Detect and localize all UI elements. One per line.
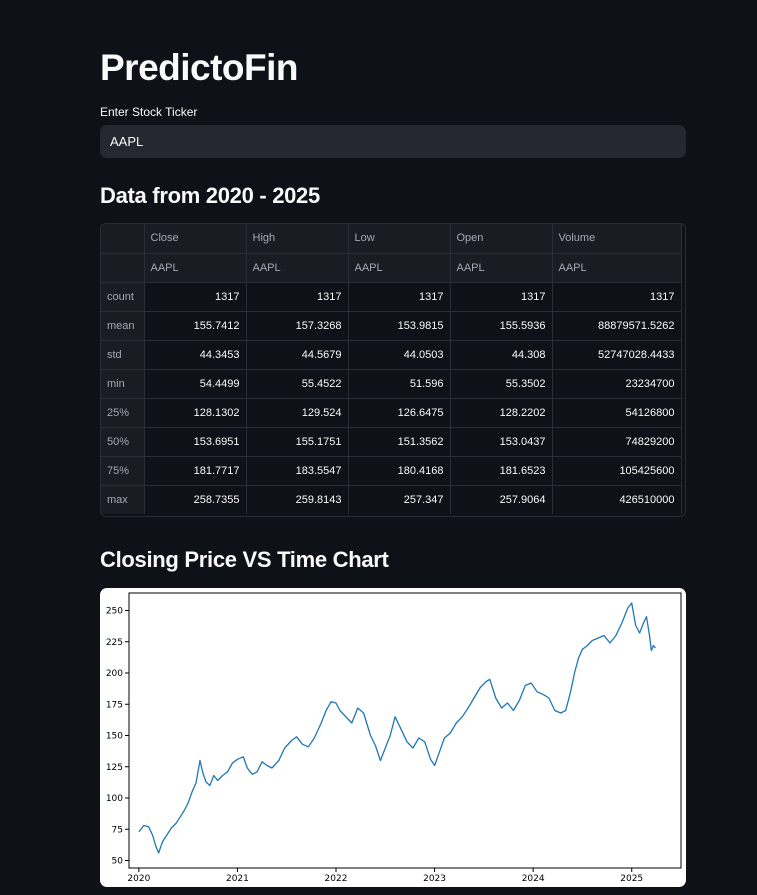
table-cell[interactable]: 54.4499 xyxy=(144,369,247,399)
table-cell[interactable]: 153.6951 xyxy=(144,427,247,457)
table-row: count 1317 1317 1317 1317 1317 xyxy=(101,282,682,312)
table-cell[interactable]: 181.6523 xyxy=(450,456,553,486)
row-index-label: max xyxy=(101,485,145,514)
table-cell[interactable]: 1317 xyxy=(552,282,682,312)
column-header[interactable]: High xyxy=(246,224,349,254)
table-cell[interactable]: 1317 xyxy=(144,282,247,312)
x-tick-label: 2023 xyxy=(423,874,446,884)
chart-section-heading: Closing Price VS Time Chart xyxy=(100,547,389,572)
table-body: count 1317 1317 1317 1317 1317 mean 155.7412 157… xyxy=(101,282,682,514)
table-cell[interactable]: 259.8143 xyxy=(246,485,349,514)
table-cell[interactable]: 54126800 xyxy=(552,398,682,428)
table-row: mean 155.7412 157.3268 153.9815 155.5936 8887… xyxy=(101,311,682,341)
table-cell[interactable]: 52747028.4433 xyxy=(552,340,682,370)
column-header[interactable]: Volume xyxy=(552,224,682,254)
table-cell[interactable]: 181.7717 xyxy=(144,456,247,486)
table-cell[interactable]: 157.3268 xyxy=(246,311,349,341)
data-section-heading: Data from 2020 - 2025 xyxy=(100,183,320,208)
close-price-line xyxy=(138,602,656,854)
table-cell[interactable]: 180.4168 xyxy=(348,456,451,486)
ticker-subheader: AAPL xyxy=(450,253,553,283)
ticker-subheader: AAPL xyxy=(348,253,451,283)
table-row: min 54.4499 55.4522 51.596 55.3502 23234700 xyxy=(101,369,682,399)
row-index-label: std xyxy=(101,340,145,370)
table-cell[interactable]: 44.3453 xyxy=(144,340,247,370)
plot-frame xyxy=(128,592,682,869)
table-cell[interactable]: 23234700 xyxy=(552,369,682,399)
table-cell[interactable]: 151.3562 xyxy=(348,427,451,457)
table-cell[interactable]: 155.7412 xyxy=(144,311,247,341)
table-row: 25% 128.1302 129.524 126.6475 128.2202 541268… xyxy=(101,398,682,428)
x-tick-label: 2020 xyxy=(127,874,150,884)
ticker-input-value: AAPL xyxy=(110,134,144,149)
row-index-label: mean xyxy=(101,311,145,341)
y-tick-label: 200 xyxy=(106,669,123,679)
table-cell[interactable]: 55.4522 xyxy=(246,369,349,399)
index-header xyxy=(101,253,145,283)
table-cell[interactable]: 126.6475 xyxy=(348,398,451,428)
table-header-row: Close High Low Open Volume xyxy=(101,224,682,254)
table-cell[interactable]: 105425600 xyxy=(552,456,682,486)
table-cell[interactable]: 44.0503 xyxy=(348,340,451,370)
table-cell[interactable]: 183.5547 xyxy=(246,456,349,486)
table-cell[interactable]: 44.308 xyxy=(450,340,553,370)
y-tick-label: 75 xyxy=(112,825,123,835)
y-tick-label: 100 xyxy=(106,794,123,804)
y-tick-label: 125 xyxy=(106,763,123,773)
summary-table: Close High Low Open Volume AAPL AAPL AAP… xyxy=(101,224,682,514)
table-cell[interactable]: 155.1751 xyxy=(246,427,349,457)
table-cell[interactable]: 1317 xyxy=(450,282,553,312)
closing-price-chart: 50 75 100 125 150 175 200 225 250 2020 2021 2022 202… xyxy=(100,588,686,887)
table-row: std 44.3453 44.5679 44.0503 44.308 52747028.4… xyxy=(101,340,682,370)
page-title: PredictoFin xyxy=(100,47,299,88)
table-cell[interactable]: 258.7355 xyxy=(144,485,247,514)
table-row: 50% 153.6951 155.1751 151.3562 153.0437 74829… xyxy=(101,427,682,457)
summary-dataframe[interactable]: Close High Low Open Volume AAPL AAPL AAP… xyxy=(100,223,686,517)
ticker-input-label: Enter Stock Ticker xyxy=(100,105,198,119)
table-cell[interactable]: 51.596 xyxy=(348,369,451,399)
ticker-input[interactable]: AAPL xyxy=(100,125,686,158)
table-cell[interactable]: 128.1302 xyxy=(144,398,247,428)
column-header[interactable]: Close xyxy=(144,224,247,254)
index-header xyxy=(101,224,145,254)
y-tick-label: 175 xyxy=(106,700,123,710)
row-index-label: 50% xyxy=(101,427,145,457)
table-cell[interactable]: 257.9064 xyxy=(450,485,553,514)
y-tick-label: 225 xyxy=(106,638,123,648)
table-cell[interactable]: 257.347 xyxy=(348,485,451,514)
table-cell[interactable]: 88879571.5262 xyxy=(552,311,682,341)
x-tick-label: 2024 xyxy=(522,874,545,884)
table-cell[interactable]: 153.0437 xyxy=(450,427,553,457)
y-tick-label: 50 xyxy=(112,857,124,867)
column-header[interactable]: Low xyxy=(348,224,451,254)
row-index-label: count xyxy=(101,282,145,312)
x-tick-label: 2025 xyxy=(620,874,643,884)
ticker-subheader: AAPL xyxy=(144,253,247,283)
table-row: max 258.7355 259.8143 257.347 257.9064 426510… xyxy=(101,485,682,514)
table-cell[interactable]: 1317 xyxy=(348,282,451,312)
ticker-subheader: AAPL xyxy=(246,253,349,283)
table-cell[interactable]: 155.5936 xyxy=(450,311,553,341)
y-tick-label: 250 xyxy=(106,607,123,617)
y-tick-label: 150 xyxy=(106,732,123,742)
table-cell[interactable]: 153.9815 xyxy=(348,311,451,341)
table-cell[interactable]: 128.2202 xyxy=(450,398,553,428)
table-cell[interactable]: 1317 xyxy=(246,282,349,312)
row-index-label: 75% xyxy=(101,456,145,486)
table-cell[interactable]: 129.524 xyxy=(246,398,349,428)
table-cell[interactable]: 426510000 xyxy=(552,485,682,514)
x-tick-label: 2022 xyxy=(325,874,348,884)
table-cell[interactable]: 44.5679 xyxy=(246,340,349,370)
table-subheader-row: AAPL AAPL AAPL AAPL AAPL xyxy=(101,253,682,283)
row-index-label: 25% xyxy=(101,398,145,428)
x-tick-label: 2021 xyxy=(226,874,249,884)
column-header[interactable]: Open xyxy=(450,224,553,254)
table-row: 75% 181.7717 183.5547 180.4168 181.6523 10542… xyxy=(101,456,682,486)
chart-svg: 50 75 100 125 150 175 200 225 250 2020 2021 2022 202… xyxy=(106,592,682,884)
table-cell[interactable]: 74829200 xyxy=(552,427,682,457)
table-cell[interactable]: 55.3502 xyxy=(450,369,553,399)
ticker-subheader: AAPL xyxy=(552,253,682,283)
row-index-label: min xyxy=(101,369,145,399)
